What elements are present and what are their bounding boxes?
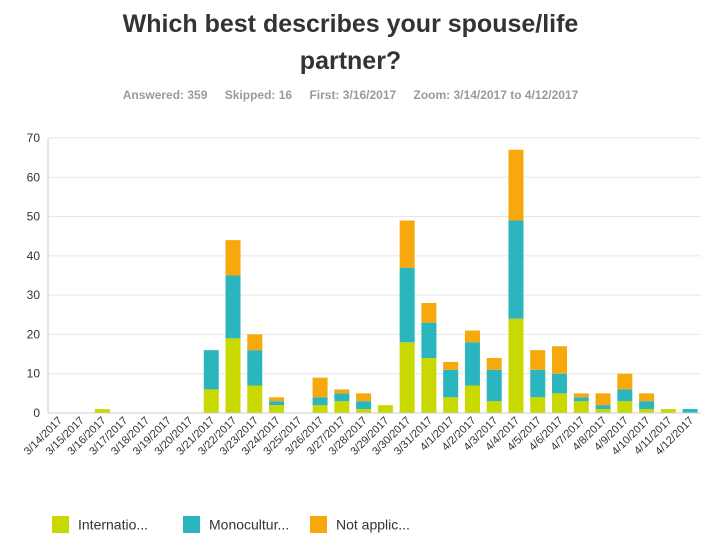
bar-segment[interactable]	[421, 303, 437, 323]
bar-segment[interactable]	[464, 385, 480, 414]
legend-swatch-monocultural	[183, 515, 200, 533]
bar-segment[interactable]	[399, 220, 415, 268]
bar-segment[interactable]	[269, 405, 285, 413]
bar-segment[interactable]	[377, 405, 393, 413]
first-response-date: First: 3/16/2017	[309, 88, 397, 102]
bar-segment[interactable]	[595, 405, 611, 410]
y-tick-label: 10	[27, 367, 41, 381]
bar-segment[interactable]	[617, 401, 633, 413]
bar-segment[interactable]	[421, 322, 437, 358]
bar-segment[interactable]	[617, 373, 633, 390]
bar-segment[interactable]	[334, 401, 350, 413]
y-tick-label: 0	[33, 406, 40, 420]
chart-title-line1: Which best describes your spouse/life	[122, 10, 579, 38]
bar-segment[interactable]	[530, 397, 546, 413]
bar-segment[interactable]	[94, 409, 110, 413]
bar-segment[interactable]	[552, 393, 568, 413]
legend-item-international[interactable]: Internatio...	[52, 515, 148, 533]
bar-segment[interactable]	[225, 275, 241, 339]
bar-segment[interactable]	[312, 405, 328, 413]
y-tick-label: 20	[27, 327, 41, 341]
bar-segment[interactable]	[421, 358, 437, 413]
bar-segment[interactable]	[508, 149, 524, 221]
bar-segment[interactable]	[334, 389, 350, 394]
bar-segment[interactable]	[464, 342, 480, 386]
y-tick-label: 50	[27, 210, 41, 224]
bar-segment[interactable]	[399, 342, 415, 413]
bar-segment[interactable]	[203, 350, 219, 390]
bar-segment[interactable]	[639, 409, 655, 413]
answered-count: Answered: 359	[122, 88, 208, 102]
zoom-range: Zoom: 3/14/2017 to 4/12/2017	[413, 88, 579, 102]
bar-segment[interactable]	[530, 350, 546, 370]
y-tick-label: 30	[27, 288, 41, 302]
bar-segment[interactable]	[660, 409, 676, 413]
bar-segment[interactable]	[269, 397, 285, 402]
bar-segment[interactable]	[443, 397, 459, 413]
bar-segment[interactable]	[486, 369, 502, 402]
bar-segment[interactable]	[530, 369, 546, 398]
bar-segment[interactable]	[508, 220, 524, 319]
chart-title-line2: partner?	[299, 47, 402, 75]
bar-segment[interactable]	[639, 401, 655, 410]
bar-segment[interactable]	[269, 401, 285, 406]
bar-segment[interactable]	[334, 393, 350, 402]
chart-title: Which best describes your spouse/life pa…	[0, 6, 701, 80]
bar-segment[interactable]	[508, 318, 524, 413]
legend-swatch-not-applicable	[310, 515, 327, 533]
bar-segment[interactable]	[247, 385, 263, 414]
response-summary: Answered: 359 Skipped: 16 First: 3/16/20…	[0, 88, 701, 102]
legend-label-international: Internatio...	[78, 516, 149, 533]
bar-segment[interactable]	[356, 393, 372, 402]
legend-label-monocultural: Monocultur...	[209, 516, 290, 533]
legend-label-not-applicable: Not applic...	[336, 516, 410, 533]
bar-segment[interactable]	[552, 373, 568, 394]
bar-segment[interactable]	[312, 397, 328, 406]
bar-segment[interactable]	[486, 358, 502, 370]
bar-segment[interactable]	[595, 409, 611, 413]
skipped-count: Skipped: 16	[224, 88, 293, 102]
bar-segment[interactable]	[617, 389, 633, 402]
legend-item-not-applicable[interactable]: Not applic...	[310, 515, 410, 533]
bar-segment[interactable]	[356, 409, 372, 413]
bar-segment[interactable]	[464, 330, 480, 343]
plot-area	[48, 138, 701, 413]
legend-item-monocultural[interactable]: Monocultur...	[183, 515, 289, 533]
bar-segment[interactable]	[399, 267, 415, 343]
y-tick-label: 40	[27, 249, 41, 263]
bar-segment[interactable]	[595, 393, 611, 406]
y-tick-label: 70	[27, 131, 41, 145]
legend-swatch-international	[52, 515, 69, 533]
bar-segment[interactable]	[443, 361, 459, 370]
bar-segment[interactable]	[573, 393, 589, 398]
bar-segment[interactable]	[225, 240, 241, 276]
bar-segment[interactable]	[247, 350, 263, 386]
bar-segment[interactable]	[247, 334, 263, 351]
bar-segment[interactable]	[356, 401, 372, 410]
y-tick-label: 60	[27, 170, 41, 184]
bar-segment[interactable]	[203, 389, 219, 413]
bar-segment[interactable]	[639, 393, 655, 402]
bar-segment[interactable]	[443, 369, 459, 398]
bar-segment[interactable]	[682, 409, 698, 413]
bar-segment[interactable]	[573, 397, 589, 402]
bar-segment[interactable]	[312, 377, 328, 398]
bar-segment[interactable]	[552, 346, 568, 374]
bar-segment[interactable]	[573, 401, 589, 413]
bar-segment[interactable]	[225, 338, 241, 413]
bar-segment[interactable]	[486, 401, 502, 413]
